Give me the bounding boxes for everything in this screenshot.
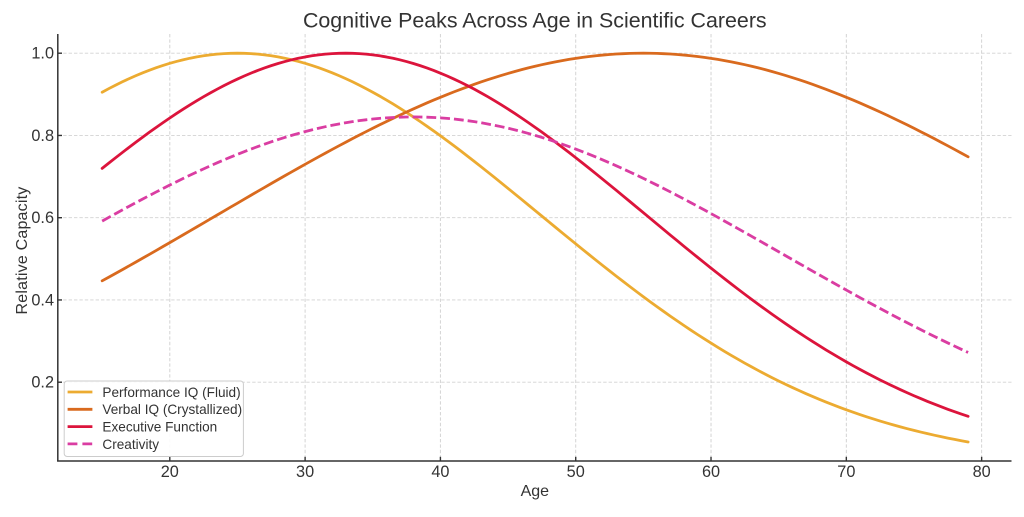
svg-text:40: 40 [431, 463, 449, 481]
svg-text:Performance IQ (Fluid): Performance IQ (Fluid) [102, 385, 240, 400]
svg-text:0.6: 0.6 [31, 209, 54, 227]
svg-text:0.8: 0.8 [31, 127, 54, 145]
svg-text:80: 80 [973, 463, 991, 481]
svg-text:Creativity: Creativity [102, 437, 159, 452]
svg-text:1.0: 1.0 [31, 45, 54, 63]
svg-text:0.4: 0.4 [31, 291, 54, 309]
svg-text:Cognitive Peaks Across Age in: Cognitive Peaks Across Age in Scientific… [303, 9, 767, 33]
svg-text:0.2: 0.2 [31, 374, 54, 392]
svg-text:Relative Capacity: Relative Capacity [14, 187, 31, 315]
svg-text:20: 20 [161, 463, 179, 481]
svg-text:70: 70 [837, 463, 855, 481]
svg-text:60: 60 [702, 463, 720, 481]
svg-text:Age: Age [521, 483, 550, 500]
svg-text:50: 50 [567, 463, 585, 481]
svg-text:30: 30 [296, 463, 314, 481]
svg-text:Verbal IQ (Crystallized): Verbal IQ (Crystallized) [102, 402, 242, 417]
svg-text:Executive Function: Executive Function [102, 420, 217, 435]
